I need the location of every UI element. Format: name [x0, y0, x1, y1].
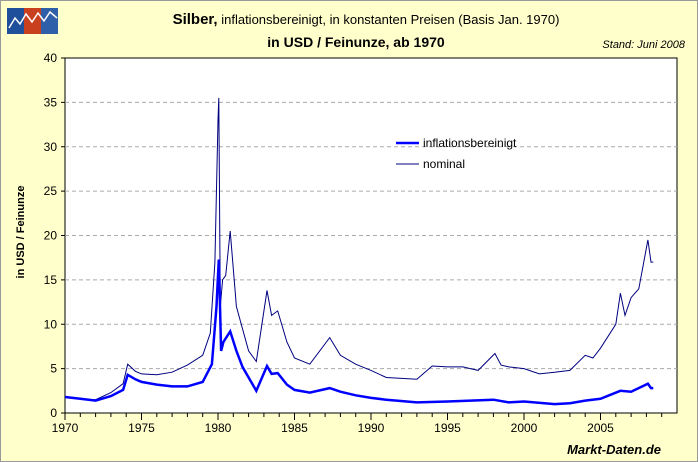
series-line-nominal: [64, 97, 654, 401]
logo-line: [8, 10, 58, 29]
y-tick-label: 5: [50, 362, 57, 376]
x-tick-label: 1990: [358, 421, 385, 435]
x-tick-label: 1980: [205, 421, 232, 435]
logo-icon: [7, 8, 58, 34]
x-tick-label: 1995: [434, 421, 461, 435]
y-tick-label: 25: [44, 184, 58, 198]
y-tick-label: 35: [44, 95, 58, 109]
x-tick-label: 2000: [511, 421, 538, 435]
stand-date: Stand: Juni 2008: [602, 39, 685, 51]
series-line-inflationsbereinigt: [64, 259, 654, 406]
y-tick-label: 15: [44, 273, 58, 287]
legend-label: inflationsbereinigt: [423, 136, 517, 150]
y-tick-label: 40: [44, 51, 58, 65]
x-tick-label: 1985: [281, 421, 308, 435]
source-footer: Markt-Daten.de: [567, 442, 661, 457]
x-tick-label: 1975: [128, 421, 155, 435]
y-tick-label: 30: [44, 140, 58, 154]
y-tick-label: 10: [44, 317, 58, 331]
logo-block: [7, 8, 24, 34]
y-tick-label: 20: [44, 229, 58, 243]
chart-title: Silber, inflationsbereinigt, in konstant…: [172, 11, 560, 28]
legend-label: nominal: [423, 157, 465, 171]
chart-subtitle: in USD / Feinunze, ab 1970: [267, 34, 445, 50]
x-tick-label: 1970: [52, 421, 79, 435]
y-tick-label: 0: [50, 406, 57, 420]
x-tick-label: 2005: [587, 421, 614, 435]
